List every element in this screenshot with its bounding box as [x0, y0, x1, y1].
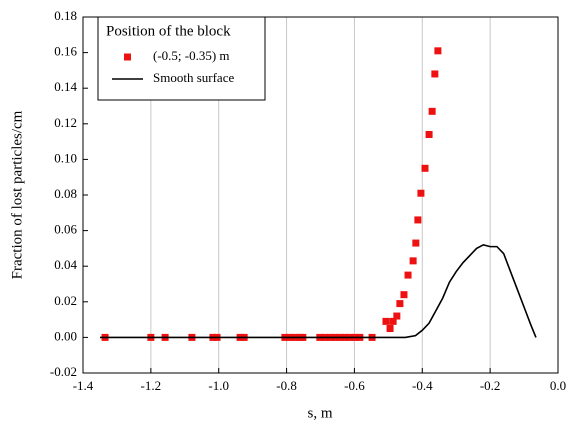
- y-tick-label: -0.02: [50, 364, 77, 379]
- x-axis-label: s, m: [307, 405, 332, 421]
- line: [99, 243, 537, 339]
- x-tick-label: -0.4: [412, 378, 433, 393]
- marker: [412, 239, 420, 247]
- marker: [400, 291, 408, 299]
- plot-frame: [82, 16, 559, 374]
- y-tick-label: 0.00: [54, 328, 77, 343]
- marker: [393, 312, 401, 320]
- y-tick-label: 0.08: [54, 186, 77, 201]
- marker: [425, 130, 433, 138]
- marker: [396, 300, 404, 308]
- marker: [428, 107, 436, 115]
- x-tick-label: -1.0: [208, 378, 229, 393]
- y-axis-label: Fraction of lost particles/cm: [9, 110, 25, 279]
- x-tick-label: 0.0: [550, 378, 566, 393]
- x-tick-label: -1.2: [141, 378, 162, 393]
- x-tick-label: -0.6: [344, 378, 365, 393]
- x-tick-label: -1.4: [73, 378, 94, 393]
- y-tick-label: 0.18: [54, 8, 77, 23]
- marker: [386, 325, 394, 332]
- y-tick-label: 0.16: [54, 44, 77, 59]
- marker: [417, 189, 425, 197]
- marker: [389, 317, 397, 325]
- marker: [421, 164, 429, 172]
- x-tick-label: -0.2: [480, 378, 501, 393]
- marker: [431, 70, 439, 78]
- y-tick-label: 0.14: [54, 79, 77, 94]
- y-tick-label: 0.10: [54, 150, 77, 165]
- marker: [414, 216, 422, 224]
- marker: [404, 271, 412, 279]
- marker: [382, 317, 390, 325]
- marker: [434, 47, 442, 55]
- marker: [409, 257, 417, 265]
- x-tick-label: -0.8: [276, 378, 297, 393]
- y-tick-label: 0.06: [54, 222, 77, 237]
- legend-title: Position of the block: [106, 23, 231, 39]
- legend-marker: [124, 53, 131, 61]
- legend-label: Smooth surface: [153, 70, 234, 85]
- y-tick-label: 0.04: [54, 257, 77, 272]
- legend-label: (-0.5; -0.35) m: [153, 48, 230, 63]
- y-tick-label: 0.12: [54, 115, 77, 130]
- y-tick-label: 0.02: [54, 293, 77, 308]
